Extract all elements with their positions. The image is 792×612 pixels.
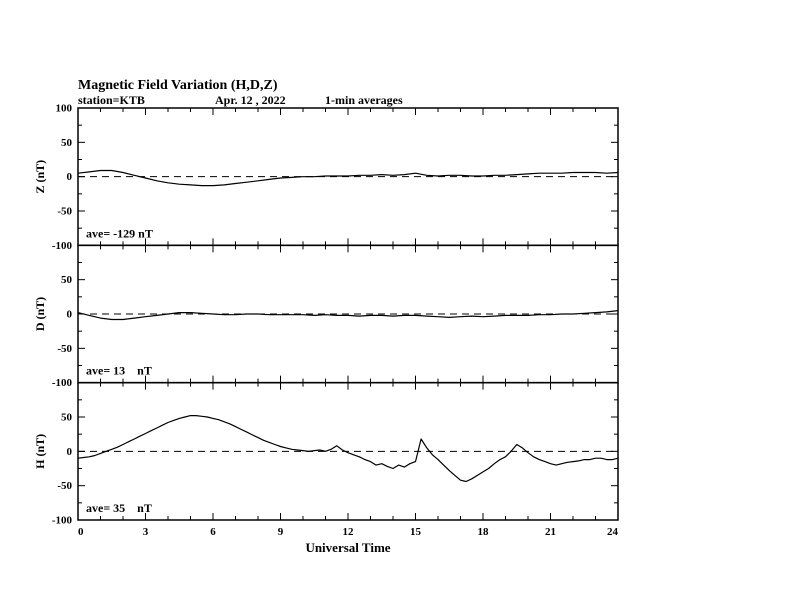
x-axis-label: Universal Time <box>305 540 390 555</box>
y-tick-label: -100 <box>52 240 73 252</box>
x-tick-label: 3 <box>143 526 149 538</box>
y-tick-label: 50 <box>61 274 73 286</box>
y-tick-label: -50 <box>57 206 72 218</box>
y-tick-label: -50 <box>57 343 72 355</box>
x-tick-label: 9 <box>278 526 284 538</box>
y-tick-label: -100 <box>52 515 73 527</box>
y-tick-label: 0 <box>67 171 73 183</box>
x-tick-label: 24 <box>607 526 619 538</box>
y-axis-label-Z: Z (nT) <box>33 160 47 194</box>
x-tick-label: 0 <box>78 526 84 538</box>
data-line-H <box>77 415 619 483</box>
average-label-Z: ave= -129 nT <box>86 226 153 240</box>
x-tick-label: 15 <box>410 526 422 538</box>
data-line-D <box>77 310 619 321</box>
y-axis-label-H: H (nT) <box>33 434 47 469</box>
average-label-D: ave= 13 nT <box>86 364 152 378</box>
y-axis-label-D: D (nT) <box>33 297 47 331</box>
data-line-Z <box>77 169 619 187</box>
y-tick-label: 100 <box>56 103 73 115</box>
chart-title: Magnetic Field Variation (H,D,Z) <box>78 78 278 93</box>
y-tick-label: -50 <box>57 480 72 492</box>
y-tick-label: 0 <box>67 309 73 321</box>
averaging-label: 1-min averages <box>325 93 403 107</box>
date-label: Apr. 12 , 2022 <box>215 93 286 107</box>
station-label: station=KTB <box>78 93 145 107</box>
y-tick-label: 0 <box>67 446 73 458</box>
x-tick-label: 18 <box>478 526 490 538</box>
x-tick-label: 12 <box>343 526 355 538</box>
x-tick-label: 6 <box>210 526 216 538</box>
y-tick-label: 50 <box>61 137 73 149</box>
y-tick-label: 50 <box>61 412 73 424</box>
average-label-H: ave= 35 nT <box>86 501 152 515</box>
y-tick-label: -100 <box>52 377 73 389</box>
x-tick-label: 21 <box>545 526 556 538</box>
